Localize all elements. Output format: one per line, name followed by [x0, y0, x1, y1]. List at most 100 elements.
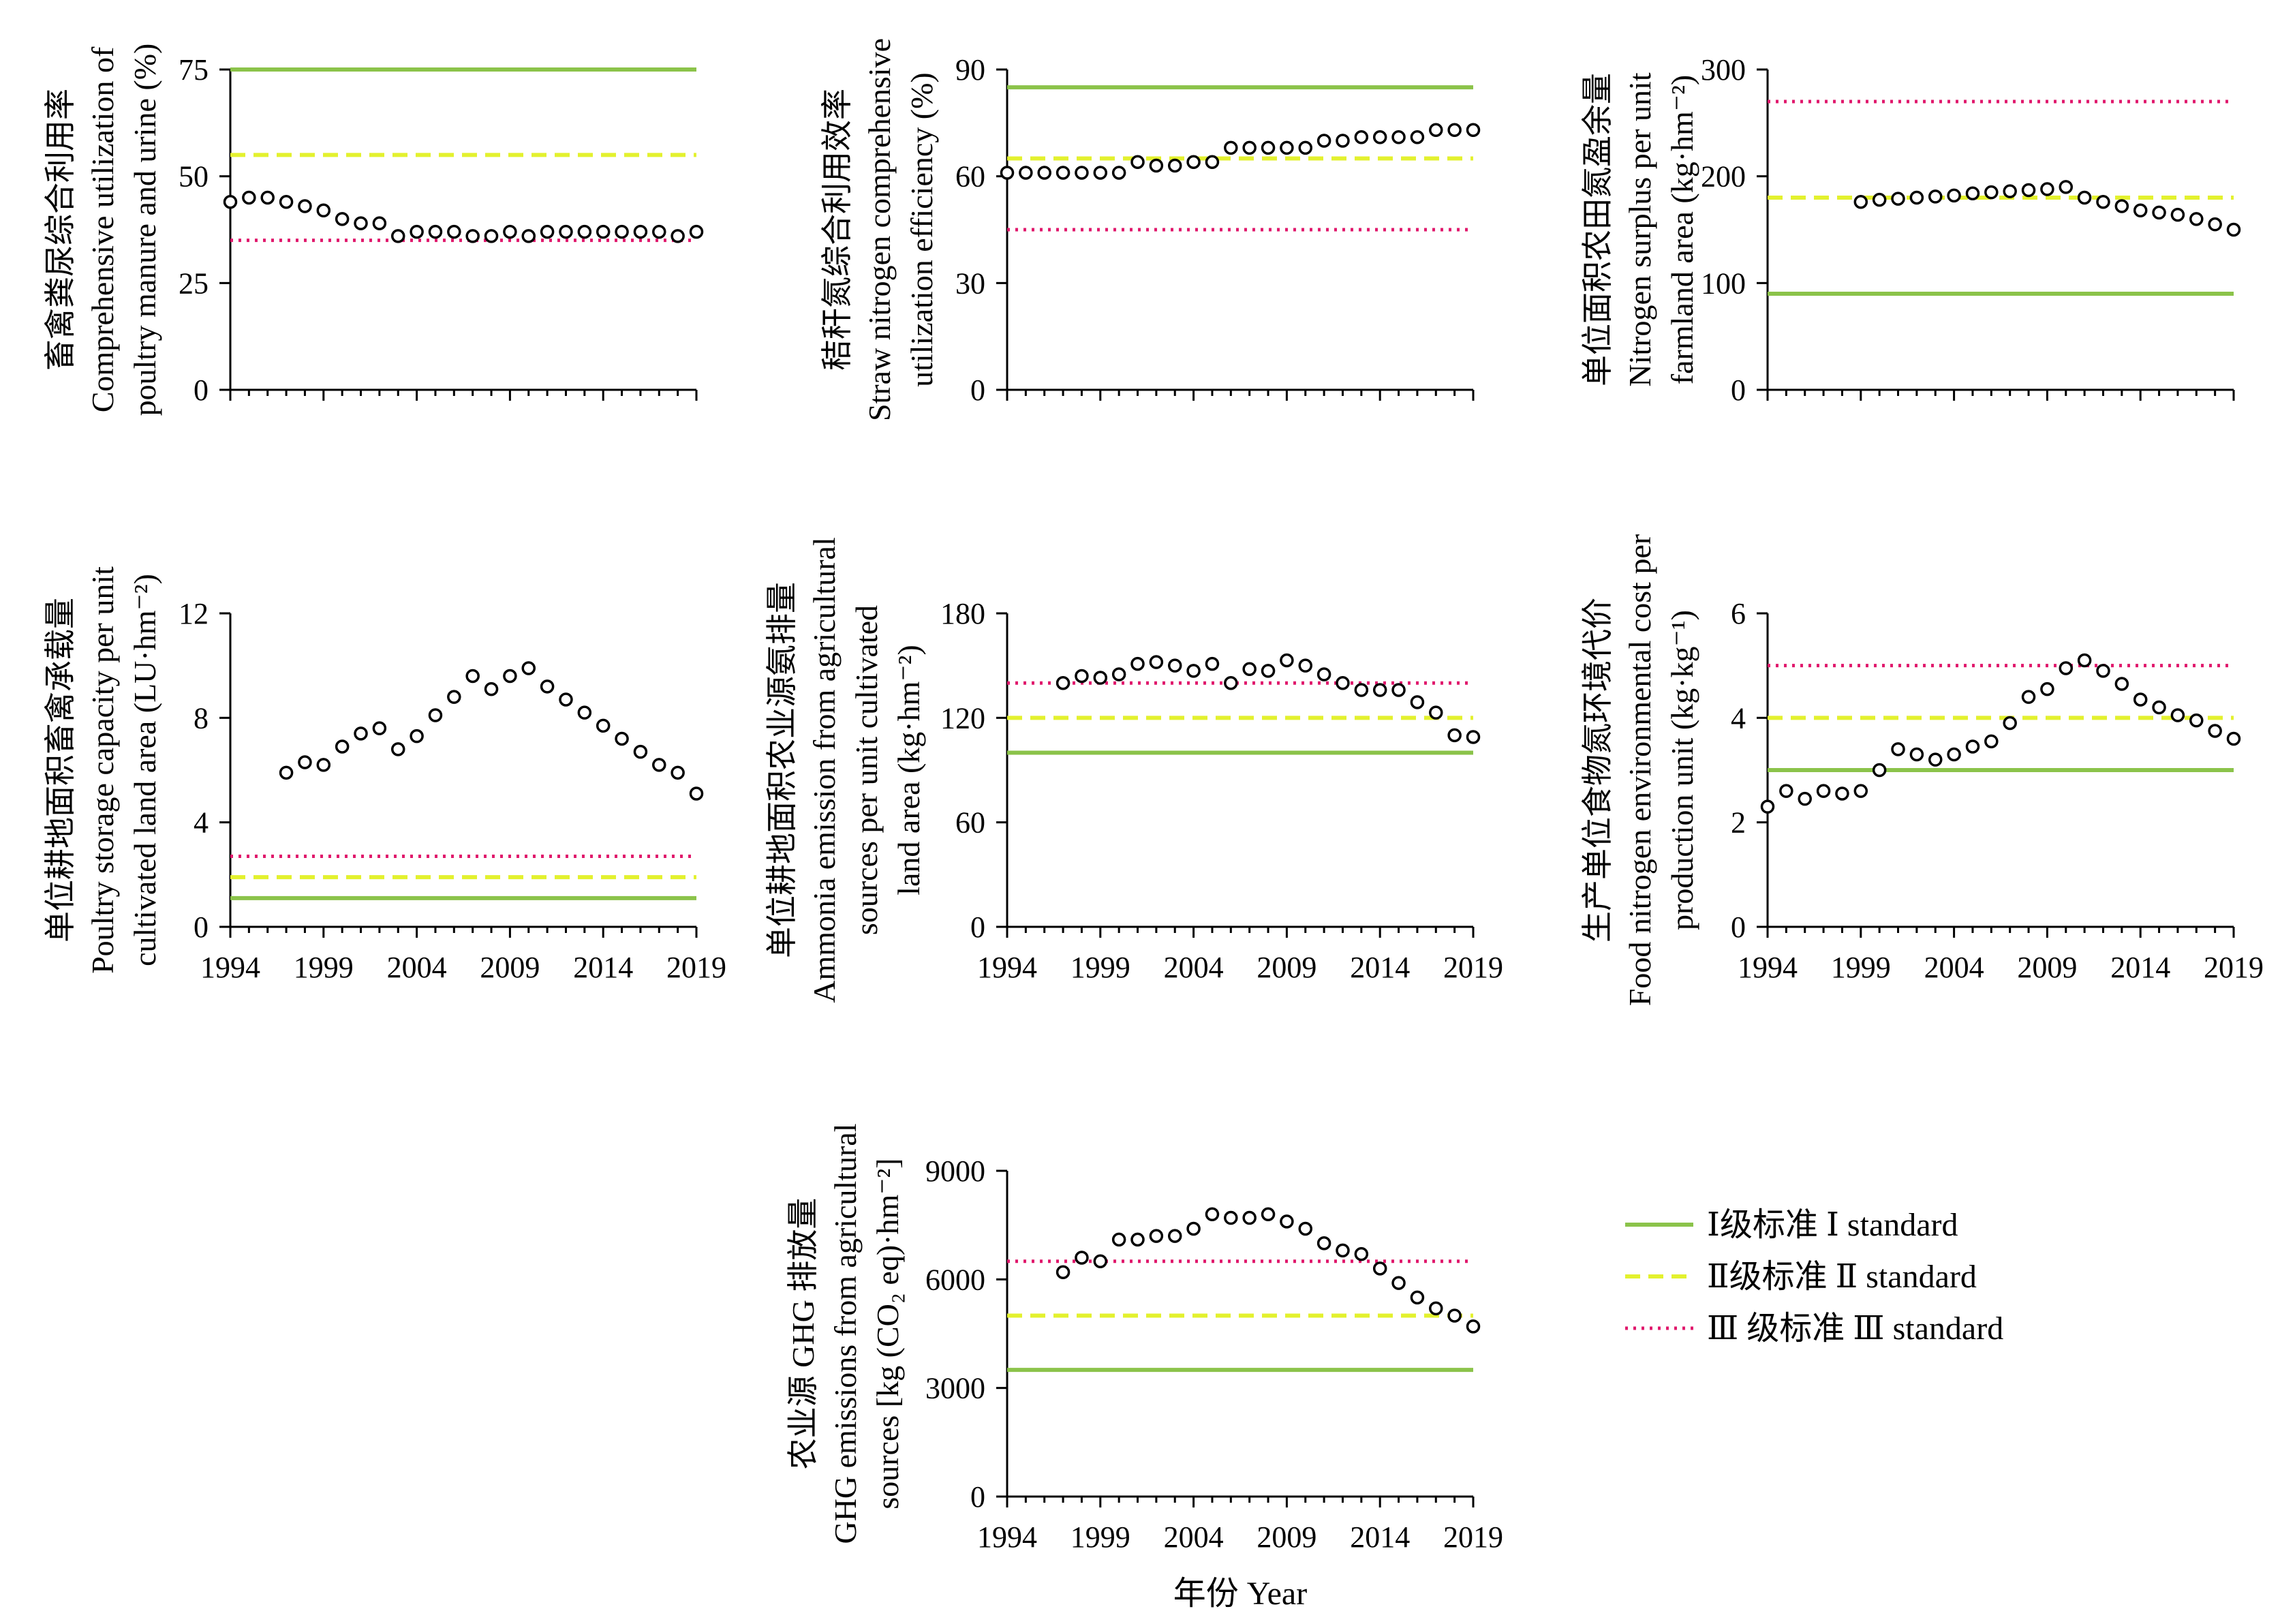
data-point — [1316, 667, 1331, 681]
data-point — [1261, 1207, 1276, 1221]
data-point — [1336, 134, 1350, 148]
data-point — [559, 692, 573, 707]
x-tick-label: 2019 — [666, 951, 726, 984]
data-point — [1391, 1276, 1406, 1290]
data-point — [447, 224, 461, 239]
data-point — [1167, 158, 1182, 173]
data-point — [410, 224, 424, 239]
chart-panel-4: 0 4 8 12 1994 1999 2004 2009 2014 2019 单位耕地面积畜禽承载量… — [43, 566, 726, 984]
data-point — [1410, 129, 1425, 144]
data-point — [1298, 658, 1313, 673]
data-point — [2003, 184, 2017, 198]
x-tick-label: 2004 — [1924, 951, 1984, 984]
data-point — [2040, 681, 2054, 696]
y-tick-label: 50 — [179, 160, 209, 194]
data-point — [1130, 155, 1145, 170]
chart-panel-7: 0 3000 6000 9000 1994 1999 2004 2009 2014 2019 农业源… — [786, 1123, 1503, 1612]
data-point — [1075, 669, 1089, 684]
y-tick-label: 60 — [955, 806, 985, 840]
data-point — [1835, 786, 1849, 801]
y-tick-label: 100 — [1701, 266, 1746, 300]
data-point — [1224, 1210, 1238, 1225]
data-point — [540, 224, 555, 239]
data-point — [559, 224, 573, 239]
data-point — [1779, 784, 1793, 798]
y-tick-label: 4 — [1731, 701, 1746, 735]
chart-panel-2: 0 30 60 90 秸秆氮综合利用效率 Straw nitrogen comprehen… — [820, 38, 1481, 421]
data-point — [1224, 675, 1238, 690]
data-point — [1242, 1210, 1257, 1225]
x-tick-label: 2009 — [480, 951, 540, 984]
data-point — [1093, 1254, 1108, 1269]
data-point — [428, 708, 443, 722]
data-point — [279, 765, 294, 780]
y-tick-label: 8 — [194, 701, 209, 735]
chart-panel-5: 0 60 120 180 1994 1999 2004 2009 2014 2019 单位耕地面积农… — [765, 537, 1503, 1002]
y-tick-label: 0 — [970, 1480, 985, 1514]
legend-label-level2: Ⅱ级标准 Ⅱ standard — [1707, 1259, 1977, 1295]
y-tick-label: 75 — [179, 53, 209, 87]
data-point — [1037, 166, 1051, 180]
data-point — [1316, 1236, 1331, 1251]
data-point — [2133, 203, 2148, 218]
data-point — [1093, 166, 1108, 180]
x-tick-label: 1994 — [977, 1520, 1037, 1554]
data-point — [1167, 1229, 1182, 1243]
data-point — [1466, 123, 1481, 138]
data-point — [2226, 222, 2241, 237]
data-point — [1205, 656, 1220, 671]
x-tick-label: 2004 — [1164, 1520, 1224, 1554]
y-tick-label: 90 — [955, 53, 985, 87]
y-axis-label: 单位耕地面积农业源氨排量 Ammonia emission from agricu… — [765, 537, 926, 1002]
data-point — [1466, 1319, 1481, 1334]
data-point — [484, 229, 499, 243]
x-tick-label: 1994 — [200, 951, 260, 984]
data-point — [2059, 661, 2074, 675]
data-point — [372, 721, 387, 735]
data-point — [335, 212, 350, 226]
y-axis-label: 农业源 GHG 排放量 GHG emissions from agricultur… — [786, 1123, 905, 1544]
data-point — [1019, 166, 1033, 180]
data-point — [2021, 183, 2036, 198]
data-point — [1224, 140, 1238, 155]
data-point — [503, 669, 517, 684]
data-point — [1075, 1251, 1089, 1265]
y-tick-label: 4 — [194, 806, 209, 840]
data-point — [1242, 140, 1257, 155]
chart-panel-1: 0 25 50 75 畜禽粪尿综合利用率 Comprehensive utilizatio… — [43, 44, 704, 416]
data-point — [298, 199, 312, 213]
data-point — [1965, 739, 1980, 754]
y-tick-label: 6000 — [925, 1263, 985, 1296]
data-point — [465, 229, 480, 243]
data-point — [1056, 166, 1070, 180]
x-tick-label: 2004 — [387, 951, 447, 984]
y-tick-label: 0 — [1731, 910, 1746, 944]
data-point — [577, 705, 592, 720]
x-tick-label: 1994 — [977, 951, 1037, 984]
y-axis-label: 秸秆氮综合利用效率 Straw nitrogen comprehensive uti… — [820, 38, 939, 421]
data-point — [1872, 763, 1887, 778]
legend-label-level1: Ⅰ级标准 Ⅰ standard — [1707, 1207, 1958, 1243]
data-point — [1853, 195, 1868, 209]
x-axis-label: 年份 Year — [1173, 1576, 1307, 1612]
y-axis-label: 单位耕地面积畜禽承载量 Poultry storage capacity per … — [43, 566, 162, 974]
y-tick-label: 0 — [194, 910, 209, 944]
data-point — [484, 681, 499, 696]
data-point — [1410, 1290, 1425, 1305]
data-point — [2114, 199, 2129, 213]
data-point — [316, 758, 331, 772]
data-point — [1447, 1308, 1462, 1323]
x-tick-label: 2009 — [1257, 1520, 1316, 1554]
data-point — [1429, 1301, 1443, 1316]
data-point — [1000, 166, 1015, 180]
chart-panel-6: 0 2 4 6 1994 1999 2004 2009 2014 2019 生产单位食物氮环境代价 F… — [1580, 534, 2264, 1006]
data-point — [1242, 662, 1257, 677]
x-tick-label: 1999 — [1070, 951, 1130, 984]
x-tick-label: 2014 — [1350, 1520, 1410, 1554]
data-point — [2170, 708, 2185, 722]
data-point — [1130, 656, 1145, 671]
data-point — [354, 726, 368, 741]
y-tick-label: 30 — [955, 266, 985, 300]
data-point — [1816, 784, 1831, 798]
